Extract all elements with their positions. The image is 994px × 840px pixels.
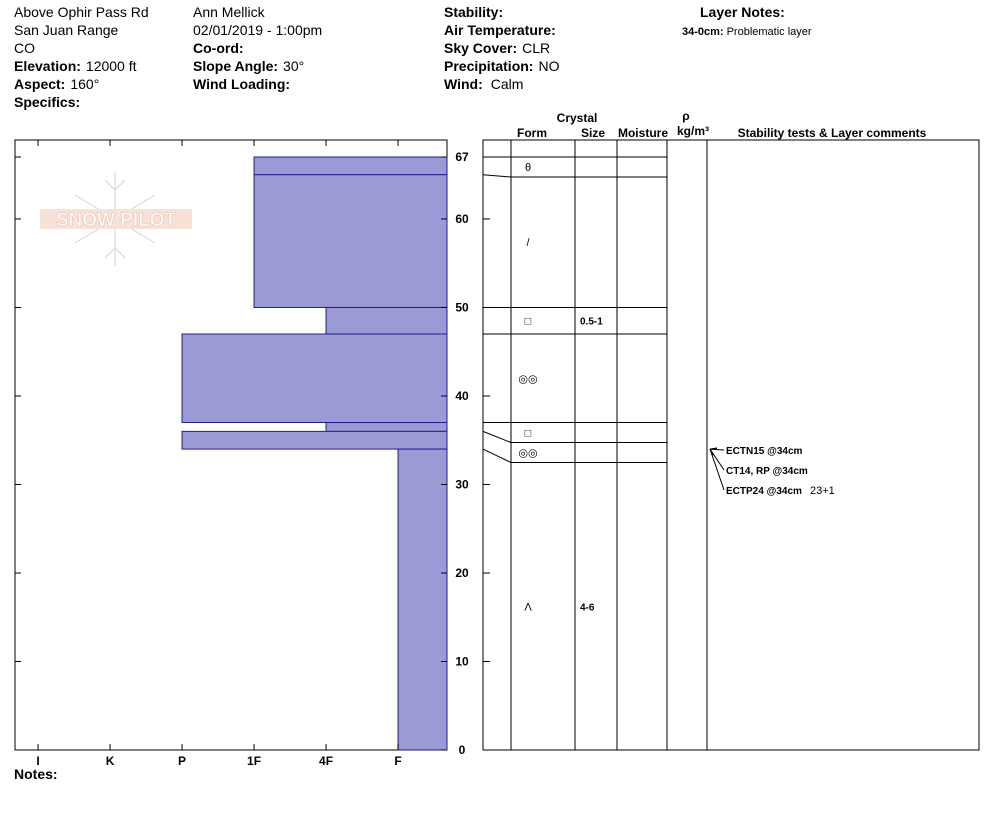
- test-result: ECTP24 @34cm: [726, 486, 802, 497]
- grain-form: /: [526, 237, 530, 249]
- value: 160°: [70, 76, 99, 92]
- test-result: ECTN15 @34cm: [726, 446, 803, 457]
- y-tick-label: 0: [459, 743, 466, 757]
- y-tick-label: 30: [455, 477, 469, 491]
- logo-band: [40, 209, 192, 229]
- logo: SNOW PILOT: [40, 172, 192, 266]
- header-rho: ρ: [682, 109, 689, 123]
- test-comment: 23+1: [810, 485, 835, 497]
- x-tick-label: I: [36, 754, 39, 768]
- value: 30°: [283, 58, 304, 74]
- logo-text: SNOW PILOT: [56, 210, 177, 231]
- label: Sky Cover:: [444, 40, 517, 56]
- layer-notes-title: Layer Notes:: [700, 4, 785, 20]
- x-tick-label: 1F: [247, 754, 261, 768]
- aspect: Aspect: 160°: [14, 76, 99, 92]
- hardness-bar: [253, 174, 448, 308]
- test-arrow: [709, 448, 725, 471]
- layer-connector: [482, 174, 512, 178]
- test-arrowhead: [709, 447, 718, 456]
- layer-note: 34-0cm: Problematic layer: [682, 26, 812, 38]
- grain-form: ◎◎: [518, 448, 537, 460]
- label: Wind:: [444, 76, 483, 92]
- air-temp-label: Air Temperature:: [444, 22, 556, 38]
- state: CO: [14, 40, 35, 56]
- precipitation: Precipitation: NO: [444, 58, 560, 74]
- hardness-bar: [253, 156, 448, 176]
- y-tick-label: 67: [455, 150, 469, 164]
- label: Precipitation:: [444, 58, 533, 74]
- y-tick-label: 50: [455, 300, 469, 314]
- label: 34-0cm:: [682, 26, 724, 38]
- hardness-bar: [397, 448, 448, 751]
- x-tick-label: K: [106, 754, 115, 768]
- wind: Wind: Calm: [444, 76, 523, 92]
- y-tick-label: 60: [455, 212, 469, 226]
- grain-form: Λ: [524, 601, 532, 613]
- coord-label: Co-ord:: [193, 40, 244, 56]
- stability-label: Stability:: [444, 4, 503, 20]
- elevation: Elevation: 12000 ft: [14, 58, 137, 74]
- wind-loading-label: Wind Loading:: [193, 76, 290, 92]
- observer: Ann Mellick: [193, 4, 266, 20]
- y-tick-label: 10: [455, 654, 469, 668]
- table-columns: [510, 140, 708, 750]
- header-size: Size: [581, 126, 605, 140]
- test-arrow: [709, 448, 725, 491]
- slope-angle: Slope Angle: 30°: [193, 58, 304, 74]
- header-crystal: Crystal: [557, 111, 598, 125]
- value: Calm: [491, 76, 524, 92]
- y-tick-label: 40: [455, 389, 469, 403]
- grain-form: ◎◎: [518, 373, 537, 385]
- range: San Juan Range: [14, 22, 119, 38]
- grain-form: □: [525, 428, 532, 440]
- value: NO: [538, 58, 559, 74]
- datetime: 02/01/2019 - 1:00pm: [193, 22, 322, 38]
- layer-table: [482, 139, 980, 751]
- grain-size: 0.5-1: [580, 317, 603, 328]
- hardness-bar: [181, 430, 448, 450]
- test-result: CT14, RP @34cm: [726, 466, 808, 477]
- x-tick-label: 4F: [319, 754, 333, 768]
- label: Aspect:: [14, 76, 65, 92]
- grain-form: □: [525, 316, 532, 328]
- header-comments: Stability tests & Layer comments: [738, 126, 927, 140]
- header: Above Ophir Pass Rd San Juan Range CO El…: [14, 4, 812, 110]
- y-tick-label: 20: [455, 566, 469, 580]
- value: Problematic layer: [727, 26, 812, 38]
- layer-connector: [482, 430, 512, 443]
- x-tick-label: P: [178, 754, 186, 768]
- sky-cover: Sky Cover: CLR: [444, 40, 550, 56]
- site: Above Ophir Pass Rd: [14, 4, 149, 20]
- hardness-bar: [325, 306, 448, 335]
- hardness-bar: [325, 422, 448, 432]
- grain-size: 4-6: [580, 602, 595, 613]
- label: Elevation:: [14, 58, 81, 74]
- hardness-bar: [181, 333, 448, 424]
- header-density-unit: kg/m³: [677, 124, 709, 138]
- specifics-label: Specifics:: [14, 94, 80, 110]
- table-headers: Crystal Form Size Moisture ρ kg/m³ Stabi…: [517, 109, 927, 140]
- value: 12000 ft: [86, 58, 137, 74]
- notes-label: Notes:: [14, 766, 58, 782]
- label: Slope Angle:: [193, 58, 278, 74]
- value: CLR: [522, 40, 550, 56]
- grain-form: θ: [525, 162, 531, 174]
- x-tick-label: F: [394, 754, 401, 768]
- layer-connector: [482, 448, 512, 463]
- header-moisture: Moisture: [618, 126, 668, 140]
- header-form: Form: [517, 126, 547, 140]
